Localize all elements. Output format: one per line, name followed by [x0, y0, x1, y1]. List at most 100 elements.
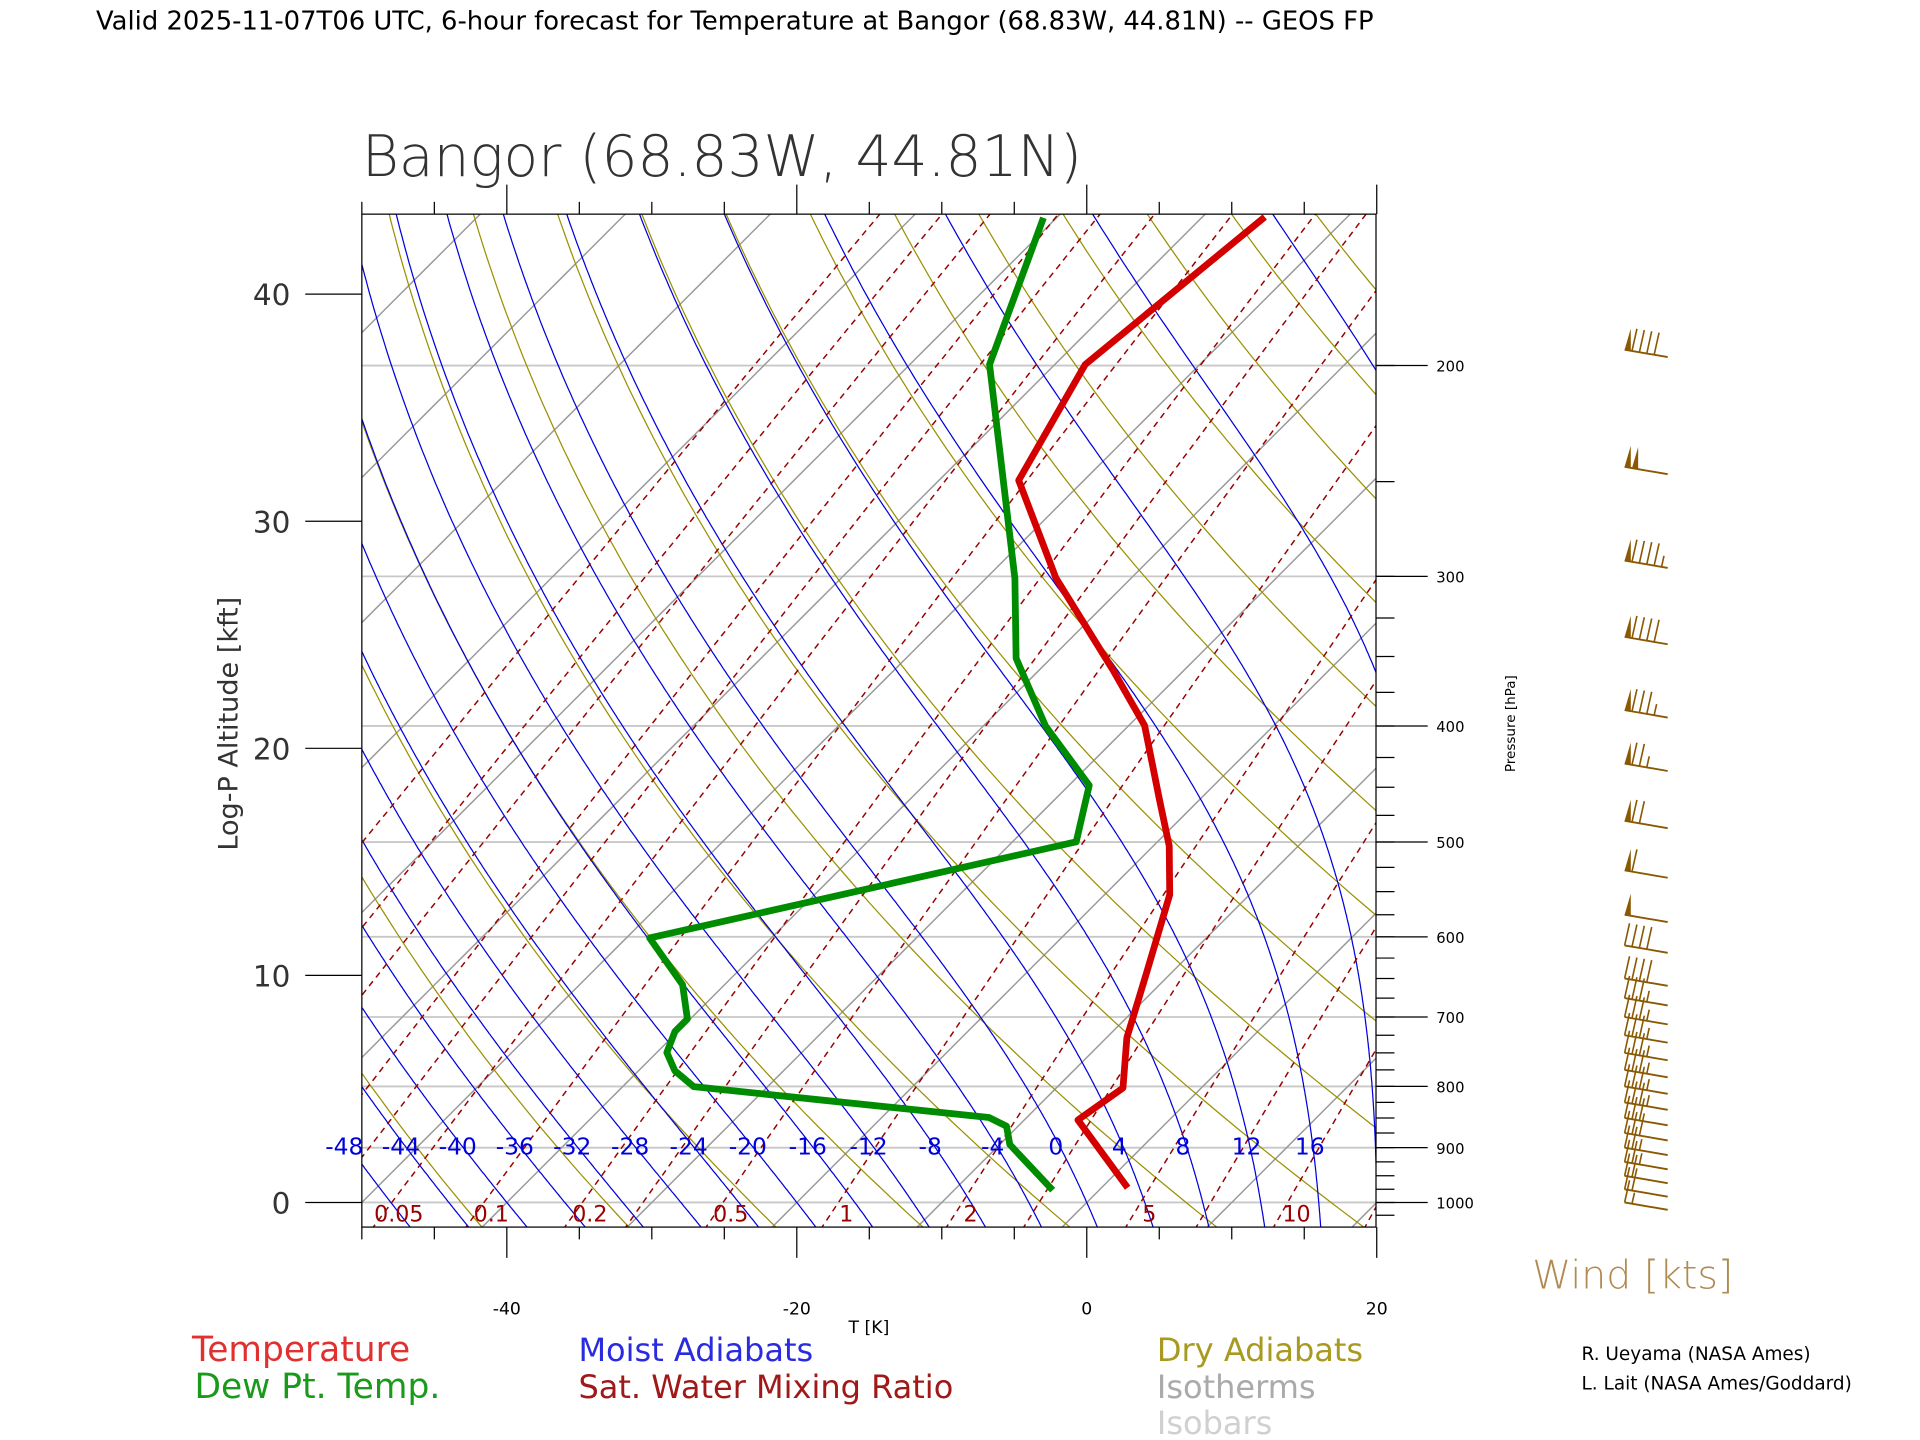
wind-barb-full [1638, 1033, 1646, 1056]
wind-barb [1624, 849, 1668, 879]
moist-adiabat-label: 0 [1048, 1132, 1063, 1160]
dry-adiabat-line [0, 212, 337, 1229]
wind-label: Wind [kts] [1532, 1253, 1733, 1299]
wind-barb-full [1631, 957, 1638, 980]
page-title: Valid 2025-11-07T06 UTC, 6-hour forecast… [96, 7, 1374, 37]
dry-adiabat-line [1399, 212, 1920, 1229]
moist-adiabat-label: 4 [1112, 1132, 1127, 1160]
dry-adiabat-line [388, 214, 1071, 1228]
wind-barb [1624, 689, 1668, 719]
moist-adiabat-line [361, 1006, 528, 1228]
moist-adiabat-line [361, 1085, 470, 1228]
wind-staff [1624, 1101, 1668, 1111]
dry-adiabat-line [978, 214, 1376, 708]
mixing-ratio-label: 10 [1282, 1201, 1310, 1227]
wind-staff [1624, 1085, 1668, 1095]
pressure-label: 1000 [1436, 1196, 1474, 1213]
wind-barb-full [1631, 1126, 1638, 1150]
wind-barb [1624, 539, 1668, 569]
wind-barb-full [1638, 800, 1646, 824]
legend-dewpoint: Dew Pt. Temp. [194, 1367, 440, 1407]
wind-staff [1624, 762, 1668, 772]
wind-barb [1623, 1166, 1668, 1198]
wind-barb-full [1653, 332, 1660, 355]
dry-adiabat-line [1483, 212, 1920, 1229]
wind-barb [1624, 328, 1668, 358]
mixing-ratio-line [361, 214, 881, 844]
wind-barb-full [1638, 1050, 1646, 1073]
chart-title: Bangor (68.83W, 44.81N) [362, 124, 1082, 190]
wind-barb-full [1631, 1065, 1638, 1088]
moist-adiabat-line [824, 214, 1322, 1228]
wind-barb [1623, 1180, 1668, 1211]
moist-adiabat-line [395, 214, 987, 1228]
wind-barb-half [1631, 1192, 1636, 1204]
wind-barbs [1623, 328, 1668, 1211]
moist-adiabat-label: -40 [439, 1132, 477, 1160]
wind-staff [1624, 1161, 1668, 1171]
wind-staff [1624, 1069, 1668, 1079]
wind-barb-half [1645, 756, 1651, 768]
wind-staff [1624, 1016, 1668, 1026]
moist-adiabat-line [566, 214, 1154, 1228]
mixing-ratio-line [361, 214, 943, 929]
wind-barb-full [1653, 543, 1660, 566]
isotherm-line [481, 332, 1376, 1228]
wind-barb-full [1638, 925, 1646, 949]
pressure-label: 400 [1436, 719, 1464, 736]
wind-barb-half [1645, 1078, 1651, 1091]
wind-barb-full [1623, 1030, 1631, 1054]
dry-adiabat-line [1230, 214, 1376, 396]
wind-barb-half [1653, 703, 1658, 716]
wind-barb-full [1631, 1048, 1638, 1072]
wind-barb-half [1645, 990, 1651, 1003]
wind-barb [1624, 445, 1668, 476]
wind-flag [1624, 615, 1631, 638]
mixing-ratio-line [361, 214, 1101, 1159]
wind-barb-full [1623, 956, 1631, 979]
wind-barb-full [1623, 923, 1631, 946]
moist-adiabat-label: -8 [919, 1132, 942, 1160]
wind-barb-full [1638, 617, 1646, 640]
isotherm-line [916, 767, 1376, 1228]
wind-barb-half [1638, 1138, 1643, 1151]
wind-staff [1624, 1132, 1668, 1142]
x-tick-label: 0 [1081, 1299, 1092, 1319]
wind-barb-full [1623, 1095, 1631, 1119]
y-axis-label: Log-P Altitude [kft] [214, 597, 245, 851]
wind-barb [1623, 1012, 1668, 1044]
pressure-label: 700 [1436, 1010, 1464, 1027]
dry-adiabat-line [361, 663, 777, 1228]
wind-barb-full [1623, 1166, 1631, 1190]
pressure-label: 500 [1436, 835, 1464, 852]
moist-adiabat-line [446, 214, 1043, 1228]
profiles [646, 214, 1267, 1193]
pressure-label: 600 [1436, 930, 1464, 947]
isotherm-line [0, 212, 47, 1229]
legend-dry: Dry Adiabats [1157, 1331, 1363, 1369]
moist-adiabat-label: -32 [553, 1132, 591, 1160]
pressure-label: 900 [1436, 1141, 1464, 1158]
dry-adiabat-line [1062, 214, 1376, 604]
mixing-ratio-line [563, 214, 1317, 1228]
isotherm-line [0, 212, 192, 1229]
isotherm-line [361, 214, 627, 479]
wind-flag [1624, 539, 1631, 562]
mixing-ratio-line [705, 289, 1376, 1228]
mixing-ratio-line [361, 214, 1060, 1096]
wind-barb-full [1623, 1125, 1631, 1148]
wind-barb-full [1638, 1066, 1646, 1090]
legend-temperature: Temperature [191, 1330, 410, 1370]
wind-barb-full [1653, 619, 1660, 643]
wind-barb-full [1631, 1031, 1638, 1055]
y-tick-label: 20 [253, 732, 291, 766]
wind-staff [1624, 1188, 1668, 1198]
wind-staff [1624, 635, 1668, 646]
wind-barb-full [1638, 997, 1646, 1020]
wind-barb-full [1631, 689, 1638, 712]
moist-adiabat-line [723, 214, 1266, 1228]
isotherm-line [1495, 212, 1920, 1229]
dry-adiabat-line [0, 212, 190, 1229]
dry-adiabat-line [1651, 212, 1920, 1229]
wind-barb-full [1631, 1154, 1638, 1178]
